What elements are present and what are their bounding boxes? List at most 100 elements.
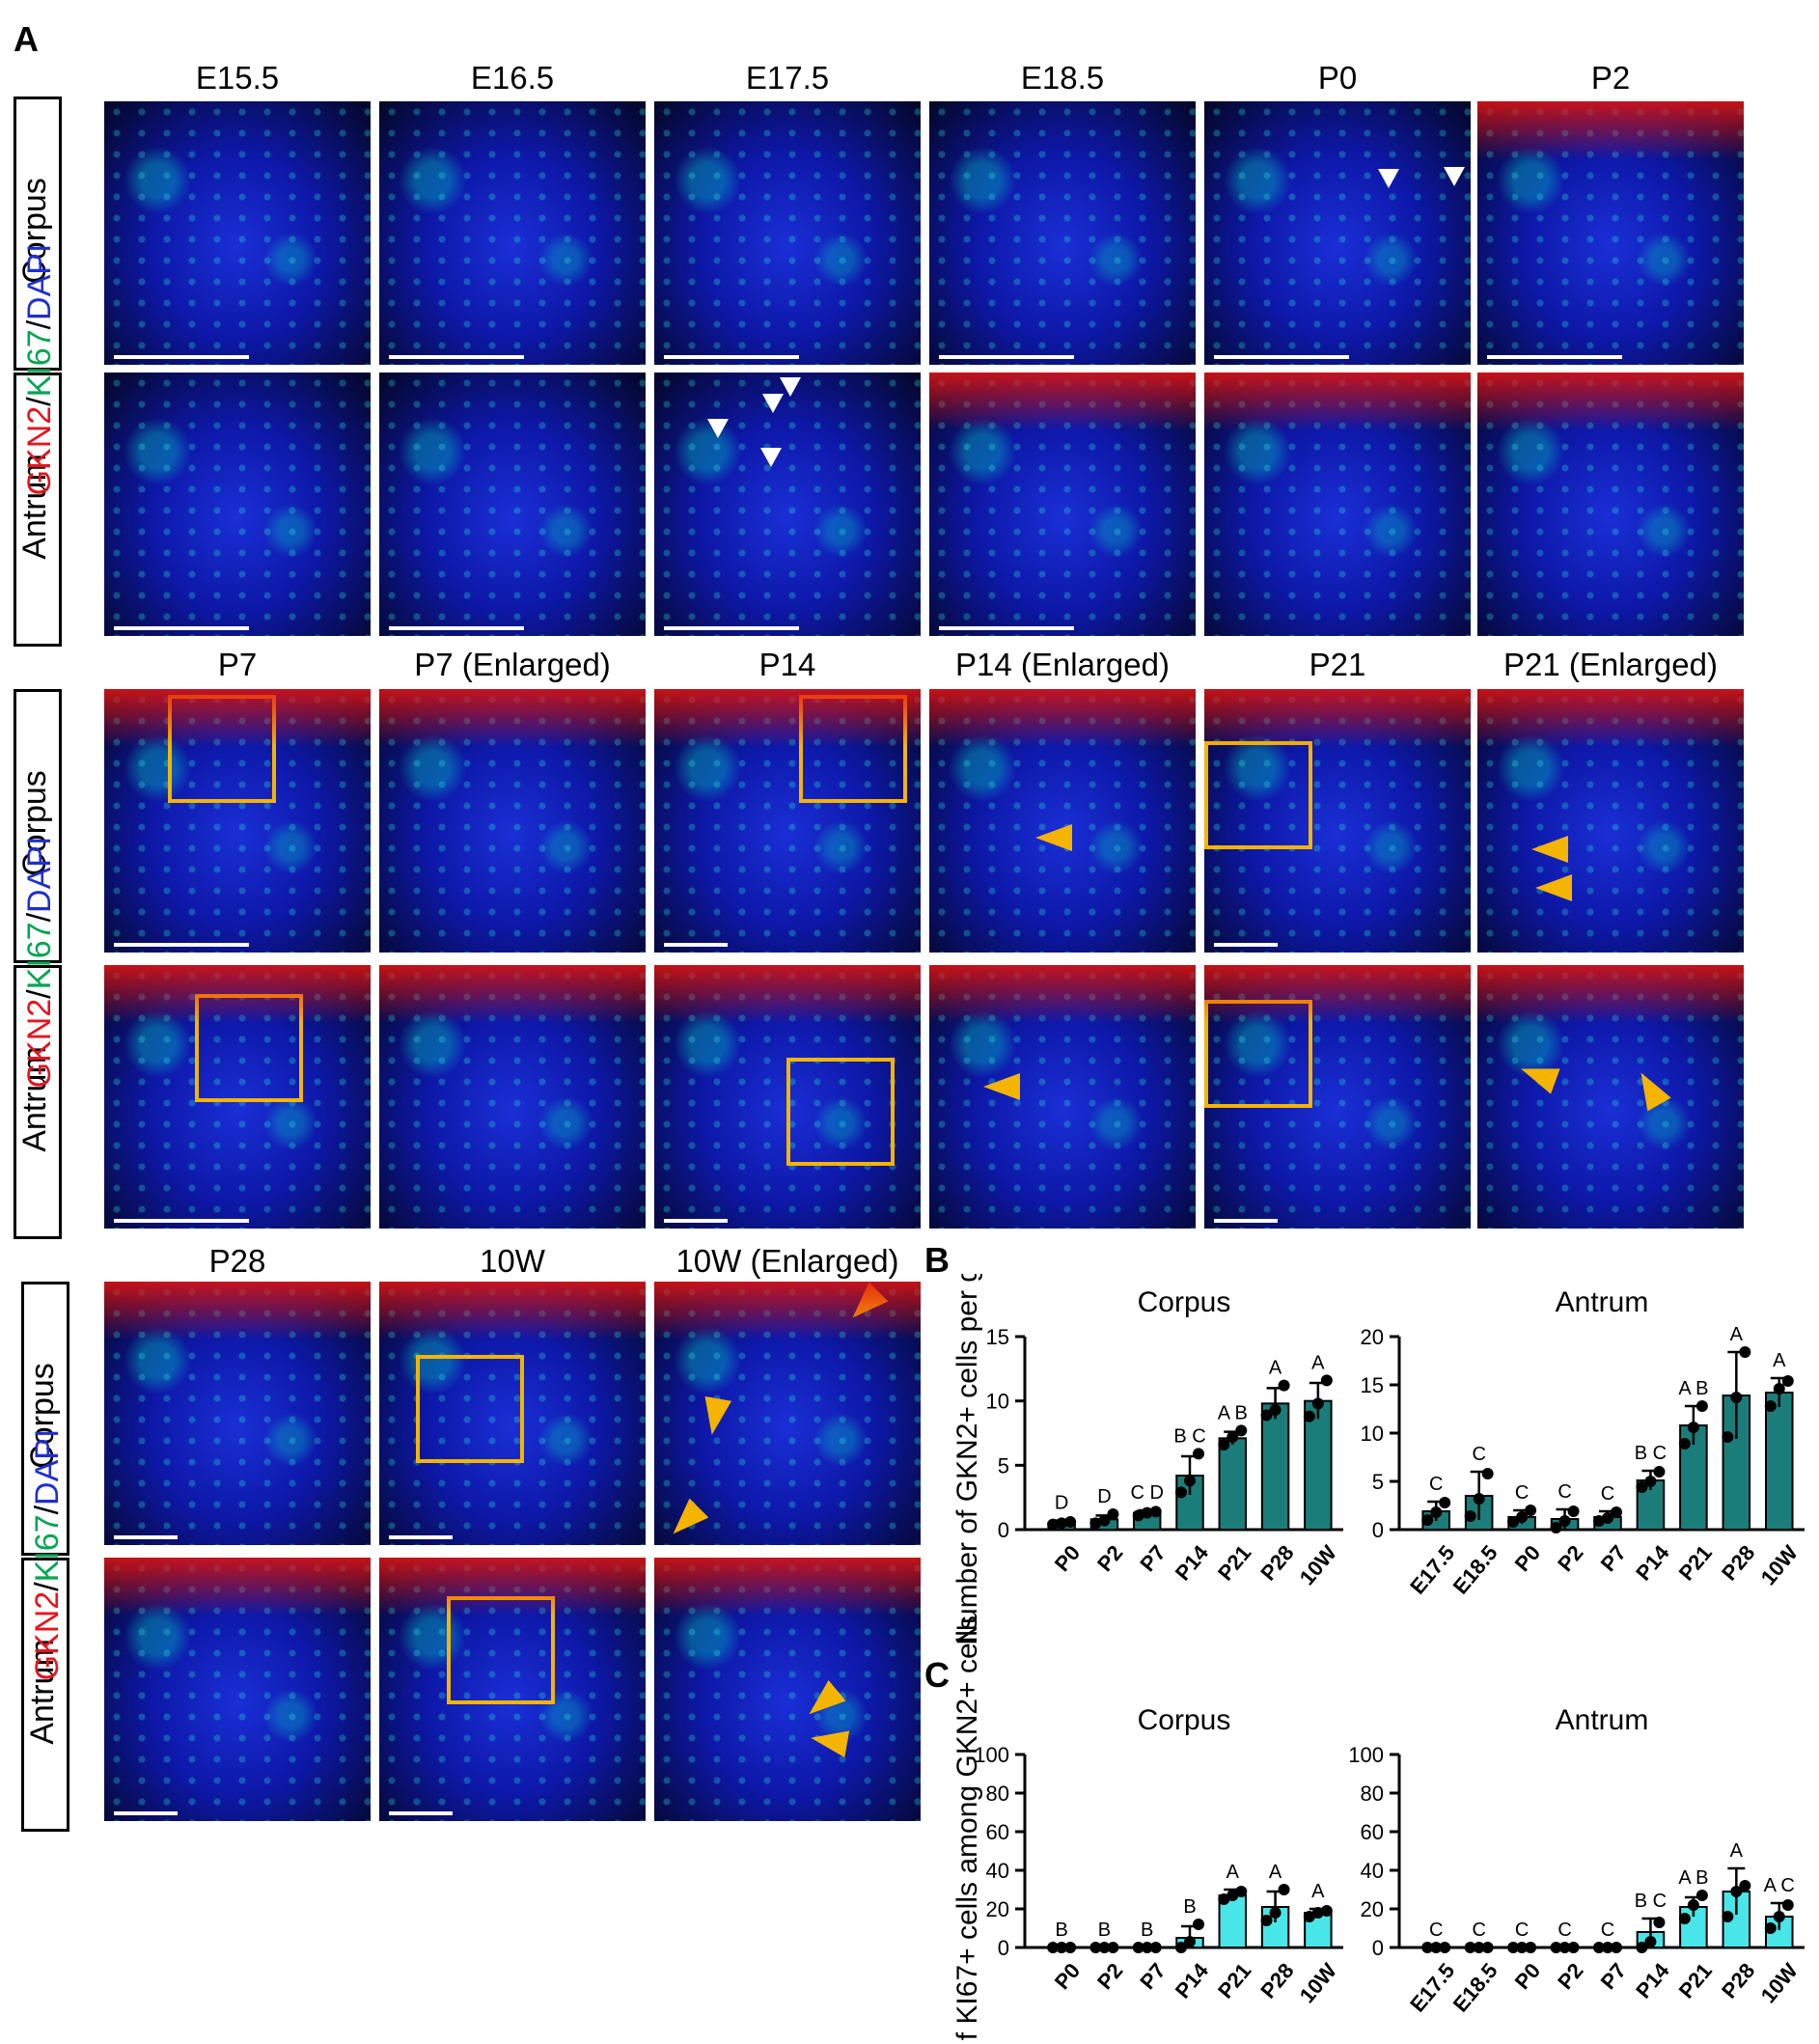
micrograph-antrum-e17-5	[654, 373, 921, 636]
enlarged-region-box	[1204, 1000, 1312, 1108]
yellow-arrowhead	[800, 1680, 846, 1725]
micrograph-corpus-e18-5	[929, 101, 1196, 365]
significance-letter: C	[1515, 1482, 1529, 1504]
x-tick-label: 10W	[1756, 1958, 1803, 2007]
x-tick-label: 10W	[1295, 1958, 1341, 2007]
stain-gkn2: GKN2	[21, 405, 58, 496]
data-point	[1421, 1942, 1434, 1953]
scale-bar	[1214, 355, 1349, 359]
x-tick-label: P14	[1171, 1540, 1214, 1586]
y-tick-label: 80	[1361, 1782, 1384, 1806]
ylabel-b: Number of GKN2+ cells per gland	[951, 1274, 983, 1645]
micrograph-corpus-e17-5	[654, 101, 921, 365]
micrograph-antrum-p21-enlarged	[1477, 965, 1744, 1229]
y-tick-label: 5	[998, 1453, 1009, 1478]
micrograph-antrum-10w	[379, 1558, 646, 1821]
x-tick-label: E18.5	[1448, 1958, 1502, 2016]
data-point	[1269, 1404, 1282, 1416]
panel-letter-a: A	[14, 19, 39, 59]
x-tick-label: P0	[1510, 1540, 1545, 1576]
significance-letter: C	[1472, 1920, 1485, 1941]
col-label-e18-5: E18.5	[1020, 60, 1105, 96]
micrograph-antrum-p14	[654, 965, 921, 1229]
yellow-arrowhead	[663, 1498, 709, 1544]
stain-label-block3: GKN2/KI67/DAPI	[29, 1400, 68, 1709]
scale-bar	[389, 1535, 453, 1539]
panel-letter-b: B	[924, 1240, 950, 1280]
x-tick-label: P14	[1171, 1958, 1214, 2003]
white-arrowhead	[707, 419, 729, 438]
x-tick-label: E17.5	[1405, 1958, 1459, 2016]
col-label-p7: P7	[217, 647, 258, 682]
micrograph-antrum-e16-5	[379, 373, 646, 636]
x-tick-label: P2	[1553, 1958, 1587, 1994]
data-point	[1611, 1506, 1622, 1518]
micrograph-corpus-10w-enlarged	[654, 1282, 921, 1545]
data-point	[1567, 1942, 1580, 1953]
data-point	[1773, 1911, 1785, 1922]
chart-c-corpus: Corpus 0 20 40 60 80 100 B P0 B P2 B P7 B P14 A P21 A P28 A…	[974, 1704, 1343, 2007]
chart-title: Corpus	[1138, 1704, 1231, 1736]
data-point	[1064, 1942, 1077, 1953]
data-point	[1226, 1890, 1239, 1901]
scale-bar	[1214, 943, 1278, 947]
stain-dapi: DAPI	[29, 1428, 66, 1505]
micrograph-corpus-p7	[104, 689, 371, 953]
ylabel-c: % of KI67+ cells among GKN2+ cells	[951, 1616, 983, 2041]
x-tick-label: P28	[1717, 1958, 1759, 2003]
x-tick-label: 10W	[1756, 1540, 1803, 1589]
scale-bar	[939, 626, 1074, 630]
data-point	[1056, 1942, 1068, 1953]
x-tick-label: P14	[1631, 1540, 1674, 1586]
scale-bar	[114, 1535, 178, 1539]
stain-sep-1: /	[21, 397, 58, 406]
col-label-e17-5: E17.5	[745, 60, 830, 96]
y-tick-label: 100	[974, 1743, 1009, 1767]
yellow-arrowhead	[1035, 824, 1072, 851]
significance-letter: C D	[1130, 1482, 1163, 1504]
data-point	[1421, 1514, 1434, 1526]
y-tick-label: 40	[986, 1859, 1009, 1883]
significance-letter: C	[1557, 1920, 1571, 1941]
data-point	[1550, 1522, 1562, 1533]
stain-sep-2: /	[21, 912, 58, 923]
data-point	[1558, 1515, 1571, 1527]
y-tick-label: 60	[1361, 1820, 1384, 1844]
micrograph-antrum-p2	[1477, 373, 1744, 636]
micrograph-corpus-e15-5	[104, 101, 371, 365]
significance-letter: A	[1311, 1352, 1325, 1373]
data-point	[1678, 1438, 1691, 1450]
significance-letter: A	[1269, 1358, 1282, 1379]
micrograph-corpus-p21	[1204, 689, 1471, 953]
data-point	[1730, 1886, 1743, 1897]
y-tick-label: 0	[998, 1936, 1009, 1960]
x-tick-label: P2	[1092, 1540, 1127, 1576]
micrograph-antrum-p28	[104, 1558, 371, 1821]
data-point	[1141, 1506, 1153, 1519]
data-point	[1636, 1481, 1648, 1493]
data-point	[1430, 1506, 1443, 1518]
micrograph-corpus-p0	[1204, 101, 1471, 365]
data-point	[1653, 1466, 1666, 1478]
micrograph-corpus-p7-enlarged	[379, 689, 646, 953]
significance-letter: C	[1472, 1444, 1485, 1465]
col-label-p0: P0	[1317, 60, 1358, 96]
data-point	[1687, 1422, 1699, 1433]
data-point	[1193, 1919, 1204, 1930]
bar	[1260, 1402, 1290, 1531]
x-tick-label: P7	[1135, 1958, 1170, 1994]
significance-letter: D	[1055, 1493, 1068, 1514]
stain-dapi: DAPI	[21, 243, 58, 320]
col-label-10w: 10W	[480, 1243, 545, 1279]
data-point	[1047, 1518, 1060, 1531]
x-tick-label: P21	[1213, 1540, 1255, 1585]
panel-letter-c: C	[924, 1655, 950, 1695]
data-point	[1260, 1915, 1273, 1926]
data-point	[1430, 1942, 1443, 1953]
data-point	[1149, 1942, 1162, 1953]
scale-bar	[939, 355, 1074, 359]
y-tick-label: 15	[986, 1325, 1009, 1349]
significance-letter: A	[1730, 1324, 1744, 1345]
data-point	[1781, 1375, 1794, 1387]
scale-bar	[389, 1811, 453, 1815]
